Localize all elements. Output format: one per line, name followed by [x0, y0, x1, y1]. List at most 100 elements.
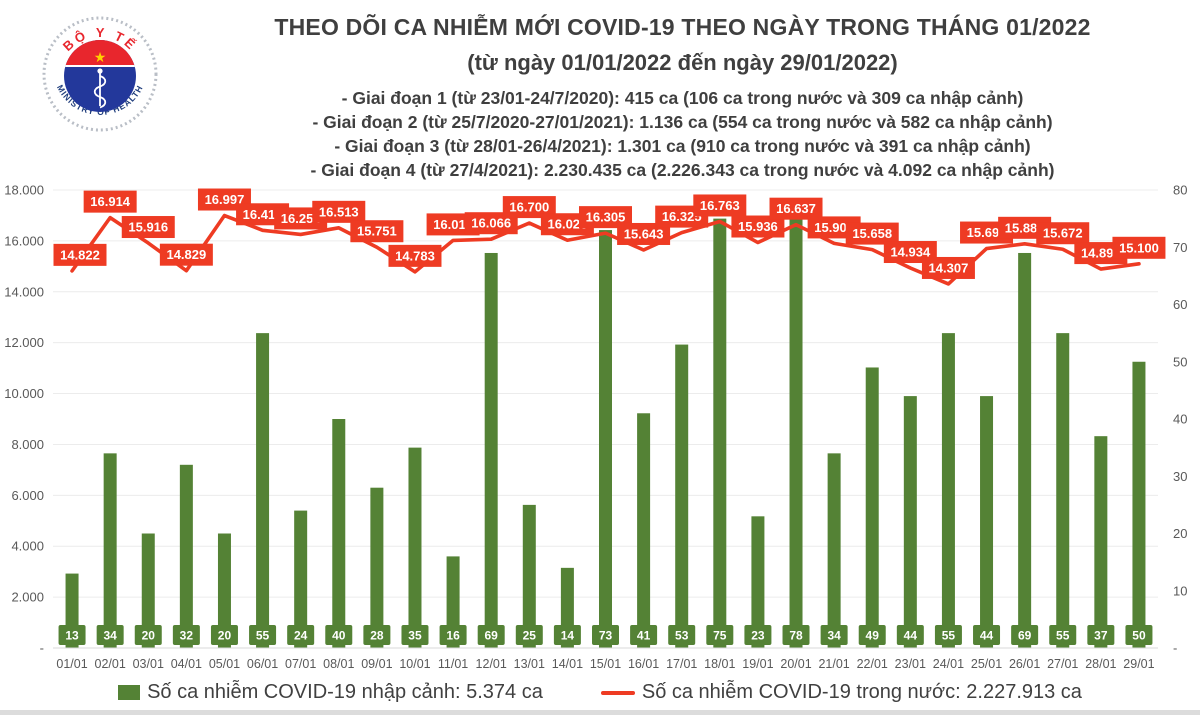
line-label-box [731, 215, 785, 238]
x-axis-label: 02/01 [95, 657, 126, 671]
bar-08/01 [332, 419, 346, 648]
line-label-text: 16.417 [243, 207, 283, 222]
line-label-text: 15.643 [624, 226, 664, 241]
line-label-box [312, 200, 366, 223]
x-axis-label: 25/01 [971, 657, 1002, 671]
left-axis-tick: 2.000 [11, 590, 44, 605]
bars-series [65, 201, 1146, 648]
bar-label-box [1125, 625, 1153, 645]
x-axis-labels: 01/01 02/01 03/01 04/01 05/01 06/01 07/01 08/01… [56, 657, 1154, 671]
bar-label-box [210, 625, 238, 645]
bar-label-box [973, 625, 1001, 645]
right-axis-tick: 80 [1173, 183, 1187, 198]
bar-label-box [782, 625, 810, 645]
bar-07/01 [294, 510, 308, 648]
bar-label-text: 75 [713, 629, 727, 643]
right-axis-tick: 40 [1173, 412, 1187, 427]
line-label-text: 14.307 [929, 260, 969, 275]
bar-label-text: 25 [523, 629, 537, 643]
bar-label-text: 23 [751, 629, 765, 643]
bar-label-text: 34 [103, 629, 117, 643]
x-axis-label: 22/01 [857, 657, 888, 671]
left-axis-tick: 18.000 [4, 183, 44, 198]
x-axis-label: 18/01 [704, 657, 735, 671]
line-label-box [502, 196, 556, 219]
moh-logo: BỘ Y TẾ MINISTRY OF HEALTH ★ [42, 16, 158, 132]
bar-label-box [515, 625, 543, 645]
chart-header: THEO DÕI CA NHIỄM MỚI COVID-19 THEO NGÀY… [175, 14, 1190, 182]
x-axis-label: 13/01 [514, 657, 545, 671]
left-axis-tick: 8.000 [11, 437, 44, 452]
right-axis-tick: 10 [1173, 583, 1187, 598]
bar-label-box [858, 625, 886, 645]
bar-24/01 [941, 333, 955, 648]
x-axis-label: 16/01 [628, 657, 659, 671]
x-axis-label: 19/01 [742, 657, 773, 671]
bar-label-box [820, 625, 848, 645]
line-label-box [1112, 236, 1166, 259]
line-label-text: 15.699 [967, 225, 1007, 240]
bar-label-box [630, 625, 658, 645]
bar-label-box [363, 625, 391, 645]
line-data-labels: 14.822 16.914 15.916 14.829 16.99716.41716.2… [53, 188, 1166, 279]
bar-label-box [134, 625, 162, 645]
bar-label-text: 55 [942, 629, 956, 643]
bar-18/01 [713, 218, 727, 648]
x-axis-label: 24/01 [933, 657, 964, 671]
x-axis-label: 14/01 [552, 657, 583, 671]
bar-label-text: 41 [637, 629, 651, 643]
line-label-text: 14.829 [166, 247, 206, 262]
line-label-box [388, 244, 442, 267]
bar-label-box [1011, 625, 1039, 645]
line-series-swatch [600, 690, 635, 695]
line-label-text: 16.997 [205, 192, 245, 207]
line-label-text: 16.637 [776, 201, 816, 216]
x-axis-label: 15/01 [590, 657, 621, 671]
line-label-text: 14.783 [395, 248, 435, 263]
bar-22/01 [865, 367, 879, 648]
line-label-text: 16.066 [471, 216, 511, 231]
bar-10/01 [408, 447, 422, 648]
x-axis-label: 01/01 [56, 657, 87, 671]
x-axis-label: 08/01 [323, 657, 354, 671]
left-axis-tick: 6.000 [11, 488, 44, 503]
x-axis-label: 05/01 [209, 657, 240, 671]
right-axis-tick: 20 [1173, 526, 1187, 541]
line-label-text: 16.305 [586, 210, 626, 225]
x-axis-label: 23/01 [895, 657, 926, 671]
line-label-box [921, 256, 975, 279]
x-axis-label: 26/01 [1009, 657, 1040, 671]
bar-label-text: 24 [294, 629, 308, 643]
line-label-text: 15.916 [128, 220, 168, 235]
bar-17/01 [675, 344, 689, 648]
x-axis-label: 28/01 [1085, 657, 1116, 671]
phase-1-annotation: - Giai đoạn 1 (từ 23/01-24/7/2020): 415 … [341, 88, 1024, 108]
line-label-text: 16.763 [700, 198, 740, 213]
phase-3-annotation: - Giai đoạn 3 (từ 28/01-26/4/2021): 1.30… [334, 136, 1031, 156]
right-axis-tick: 50 [1173, 354, 1187, 369]
left-axis-tick: 14.000 [4, 284, 44, 299]
x-axis-label: 03/01 [133, 657, 164, 671]
bar-label-text: 55 [256, 629, 270, 643]
bar-27/01 [1056, 333, 1070, 648]
bar-label-text: 20 [142, 629, 156, 643]
bar-29/01 [1132, 361, 1146, 648]
bar-25/01 [980, 396, 994, 648]
legend-imported-label: Số ca nhiễm COVID-19 nhập cảnh: 5.374 ca [147, 681, 543, 703]
asclepius-rod-icon [93, 68, 107, 109]
bar-label-box [592, 625, 619, 645]
bar-03/01 [141, 533, 155, 648]
bar-label-box [1087, 625, 1115, 645]
bar-23/01 [903, 396, 917, 648]
bar-label-box [249, 625, 277, 645]
line-label-box [83, 190, 137, 213]
chart-title: THEO DÕI CA NHIỄM MỚI COVID-19 THEO NGÀY… [274, 14, 1091, 40]
line-label-text: 14.934 [890, 245, 931, 260]
left-axis-tick: 12.000 [4, 335, 44, 350]
bottom-edge-strip [0, 710, 1200, 715]
bar-21/01 [827, 453, 841, 648]
x-axis-label: 07/01 [285, 657, 316, 671]
bar-series-swatch [118, 685, 141, 700]
bar-label-box [706, 625, 734, 645]
